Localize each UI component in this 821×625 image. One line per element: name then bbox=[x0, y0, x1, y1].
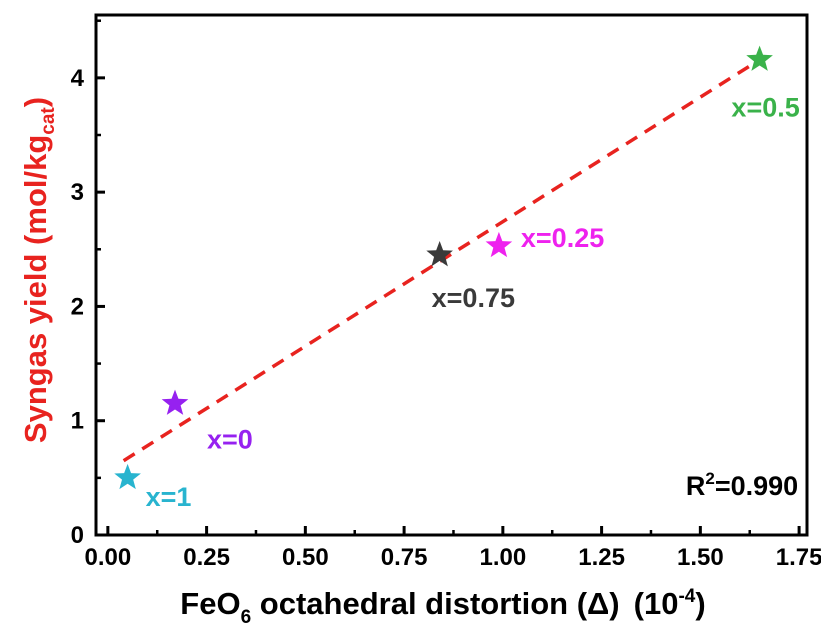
x-tick-label: 0.25 bbox=[183, 544, 230, 571]
r-squared-value: =0.990 bbox=[715, 471, 798, 501]
data-point-star bbox=[426, 241, 453, 267]
x-axis-title-unit-end: ) bbox=[695, 586, 705, 621]
data-point-label: x=0.5 bbox=[731, 93, 799, 123]
x-axis-title-rest: octahedral distortion (Δ) bbox=[251, 586, 619, 621]
r-squared-sup: 2 bbox=[705, 469, 714, 488]
y-tick-label: 1 bbox=[71, 408, 84, 435]
data-point-label: x=0.75 bbox=[432, 283, 515, 313]
data-point-label: x=0 bbox=[207, 425, 253, 455]
x-tick-label: 0.00 bbox=[84, 544, 131, 571]
y-tick-label: 0 bbox=[71, 522, 84, 549]
y-tick-label: 4 bbox=[71, 65, 85, 92]
x-tick-label: 0.50 bbox=[282, 544, 329, 571]
y-axis-title-sub: cat bbox=[38, 107, 59, 135]
y-axis-title: Syngas yield (mol/kgcat) bbox=[18, 97, 59, 443]
x-axis-title-unit-sup: -4 bbox=[678, 586, 695, 607]
data-point-star bbox=[161, 389, 189, 415]
r-squared-annotation: R2=0.990 bbox=[686, 469, 798, 501]
x-tick-label: 1.75 bbox=[776, 544, 821, 571]
x-tick-label: 1.50 bbox=[677, 544, 724, 571]
x-tick-label: 1.25 bbox=[578, 544, 625, 571]
data-points: x=1 x=0 x=0.75x=0.25 x=0.5 bbox=[114, 45, 800, 512]
y-tick-label: 3 bbox=[71, 179, 84, 206]
y-axis-title-main: Syngas yield (mol/kg bbox=[18, 135, 53, 443]
data-point-star bbox=[485, 231, 513, 258]
x-tick-label: 1.00 bbox=[479, 544, 526, 571]
y-axis-title-end: ) bbox=[18, 97, 53, 107]
data-point-star bbox=[746, 45, 773, 71]
x-axis-title-sub: 6 bbox=[241, 607, 252, 625]
data-point-label: x=0.25 bbox=[521, 223, 604, 253]
y-axis-ticks: 0 1 2 3 4 bbox=[71, 19, 105, 549]
x-axis-title: FeO6 octahedral distortion (Δ) (10-4) bbox=[180, 586, 705, 625]
x-axis-title-main: FeO bbox=[180, 586, 240, 621]
x-tick-label: 0.75 bbox=[381, 544, 428, 571]
r-squared-base: R bbox=[686, 471, 706, 501]
data-point-star bbox=[114, 463, 141, 490]
y-tick-label: 2 bbox=[71, 293, 84, 320]
x-axis-title-unit: (10 bbox=[634, 586, 679, 621]
data-point-label: x=1 bbox=[146, 482, 192, 512]
plot-frame bbox=[94, 13, 809, 537]
x-axis-ticks: 0.00 0.25 0.50 0.75 1.00 1.25 1.50 1.75 bbox=[84, 526, 821, 571]
